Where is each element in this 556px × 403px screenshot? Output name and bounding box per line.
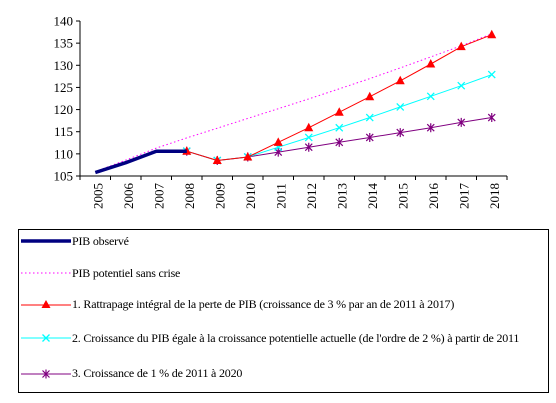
data-point-3 [396, 102, 405, 111]
data-point-2 [426, 58, 436, 68]
x-tick-label: 2017 [457, 183, 472, 210]
legend-label-scenario-1: 1. Rattrapage intégral de la perte de PI… [72, 297, 455, 311]
data-point-4 [457, 117, 466, 127]
x-tick-label: 2008 [182, 183, 197, 209]
legend-label-potential: PIB potentiel sans crise [72, 266, 181, 280]
legend-item-scenario-3: 3. Croissance de 1 % de 2011 à 2020 [19, 364, 548, 384]
data-point-3 [426, 92, 435, 101]
x-tick-label: 2016 [426, 183, 441, 210]
legend-item-scenario-2: 2. Croissance du PIB égale à la croissan… [19, 328, 548, 364]
data-point-4 [335, 137, 344, 147]
x-tick-label: 2015 [396, 183, 411, 209]
y-tick-label: 135 [54, 36, 74, 51]
x-tick-label: 2018 [487, 183, 502, 209]
x-tick-label: 2007 [152, 183, 167, 210]
legend-item-scenario-1: 1. Rattrapage intégral de la perte de PI… [19, 294, 548, 314]
data-point-2 [334, 107, 344, 116]
data-point-2 [365, 91, 375, 101]
legend-symbol-scenario-3 [21, 369, 71, 379]
data-point-3 [487, 70, 496, 79]
data-point-2 [273, 137, 283, 146]
data-point-3 [335, 123, 344, 132]
legend-symbol-observed [21, 239, 71, 243]
data-point-2 [212, 155, 222, 164]
legend-label-scenario-3: 3. Croissance de 1 % de 2011 à 2020 [72, 366, 243, 380]
x-tick-label: 2009 [213, 183, 228, 209]
series-layer [94, 29, 497, 175]
y-tick-label: 120 [54, 102, 74, 117]
x-tick-label: 2011 [274, 183, 289, 209]
y-tick-label: 110 [54, 146, 73, 161]
legend-label-scenario-2: 2. Croissance du PIB égale à la croissan… [72, 331, 520, 345]
y-tick-label: 140 [54, 14, 74, 29]
x-tick-label: 2013 [335, 183, 350, 209]
legend-symbol-scenario-2 [21, 334, 71, 342]
legend: PIB observé PIB potentiel sans crise 1. … [18, 229, 549, 393]
x-tick-label: 2012 [304, 183, 319, 209]
data-point-2 [487, 29, 497, 39]
x-tick-label: 2006 [121, 183, 136, 210]
y-tick-label: 130 [54, 58, 74, 73]
legend-symbol-potential [21, 272, 71, 274]
y-tick-label: 125 [54, 80, 74, 95]
data-point-2 [243, 151, 253, 161]
y-axis-ticks: 105 110 115 120 125 130 135 140 [54, 14, 80, 184]
legend-label-observed: PIB observé [72, 234, 129, 248]
x-tick-label: 2014 [365, 183, 380, 210]
data-point-2 [304, 122, 314, 132]
series-line-3 [186, 74, 492, 161]
data-point-3 [457, 81, 466, 90]
data-point-3 [365, 113, 374, 122]
x-tick-label: 2005 [91, 183, 106, 209]
y-tick-label: 105 [54, 169, 74, 184]
legend-symbol-scenario-1 [21, 300, 71, 308]
y-tick-label: 115 [54, 124, 73, 139]
data-point-4 [304, 142, 313, 152]
x-tick-label: 2010 [243, 183, 258, 209]
legend-item-observed: PIB observé [19, 232, 548, 252]
series-line-1 [95, 33, 492, 173]
data-point-4 [426, 123, 435, 133]
data-point-2 [456, 41, 466, 51]
legend-item-potential: PIB potentiel sans crise [19, 263, 548, 283]
data-point-4 [365, 132, 374, 142]
data-point-2 [395, 75, 405, 85]
x-axis-ticks: 2005 2006 2007 2008 2009 2010 2011 2012 2013 2014… [79, 176, 508, 210]
data-point-4 [396, 128, 405, 138]
data-point-3 [304, 133, 313, 142]
series-line-0 [94, 149, 187, 175]
data-point-4 [487, 113, 496, 123]
